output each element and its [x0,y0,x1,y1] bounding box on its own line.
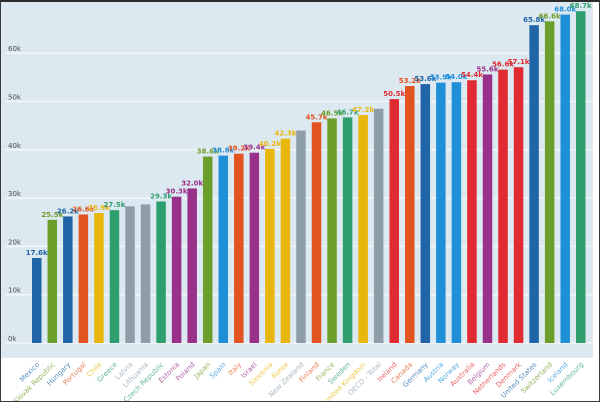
bar-israel [249,152,260,343]
bar-austria [436,82,446,344]
data-label: 55.6k [477,65,499,73]
data-label: 17.6k [26,249,48,257]
bar-czech-republic [156,201,166,343]
data-label: 54.0k [445,73,467,81]
bar-netherlands [498,69,508,343]
data-label: 46.7k [337,108,359,116]
data-label: 26.2k [57,207,79,215]
bar-norway [451,82,462,344]
bar-lithuania [140,204,151,343]
data-label: 68.0k [554,6,576,14]
bar-korea [280,138,291,343]
data-label: 54.4k [461,71,483,79]
x-tick-label: Japan [192,361,212,381]
bar-portugal [78,214,89,343]
y-tick-label: 60k [8,45,22,53]
bar-slovenia [265,148,275,343]
bar-france [327,118,337,343]
y-tick-label: 20k [8,238,22,246]
data-label: 32.0k [181,179,203,187]
bar-iceland [560,14,570,344]
data-label: 25.5k [41,211,63,219]
bar-sweden [342,117,353,344]
data-label: 57.1k [508,58,530,66]
bar-belgium [482,74,493,344]
bar-denmark [513,67,524,343]
bar-japan [202,156,213,343]
y-tick-label: 30k [8,190,22,198]
y-axis-ticks: 0k 10k 20k 30k 40k 50k 60k [8,45,22,343]
data-label: 50.5k [383,90,405,98]
data-label: 29.3k [150,192,172,200]
bar-united-states [529,25,539,343]
y-tick-label: 40k [8,142,22,150]
bar-latvia [125,206,135,343]
data-label: 65.8k [523,16,545,24]
data-label: 45.7k [306,113,328,121]
y-tick-label: 50k [8,94,22,102]
y-tick-label: 10k [8,287,22,295]
bar-new-zealand [296,130,306,343]
data-label: 39.4k [243,144,265,152]
data-label: 56.6k [492,61,514,69]
data-label: 27.5k [103,201,125,209]
bar-chile [94,213,104,343]
data-label: 53.2k [399,77,421,85]
data-label: 53.9k [430,74,452,82]
bar-australia [467,80,477,344]
data-label: 46.5k [321,109,343,117]
bar-united-kingdom [358,115,368,343]
bar-switzerland [544,21,555,344]
bars [32,11,586,344]
y-tick-label: 0k [8,335,17,343]
bar-oecd-total [373,108,384,344]
bar-spain [218,155,229,343]
bar-italy [234,153,244,343]
data-label: 40.2k [259,140,281,148]
bar-poland [187,188,197,343]
data-label: 39.2k [228,145,250,153]
bar-canada [405,86,415,343]
bar-greece [109,210,120,343]
data-label: 53.6k [414,75,436,83]
bar-hungary [63,216,73,343]
bar-mexico [32,257,42,343]
data-label: 38.6k [197,148,219,156]
data-label: 26.9k [88,204,110,212]
x-tick-label: Spain [208,361,227,380]
bar-germany [420,84,431,343]
data-label: 30.3k [166,188,188,196]
data-label: 26.6k [72,206,94,214]
bar-luxembourg [576,11,586,344]
data-label: 68.7k [570,2,592,10]
data-label: 42.3k [274,130,296,138]
bar-estonia [171,196,182,343]
bar-finland [311,122,322,343]
data-label: 47.2k [352,106,374,114]
bar-slovak-republic [47,219,58,343]
data-label: 66.6k [539,12,561,20]
data-label: 38.8k [212,147,234,155]
bar-ireland [389,99,399,344]
